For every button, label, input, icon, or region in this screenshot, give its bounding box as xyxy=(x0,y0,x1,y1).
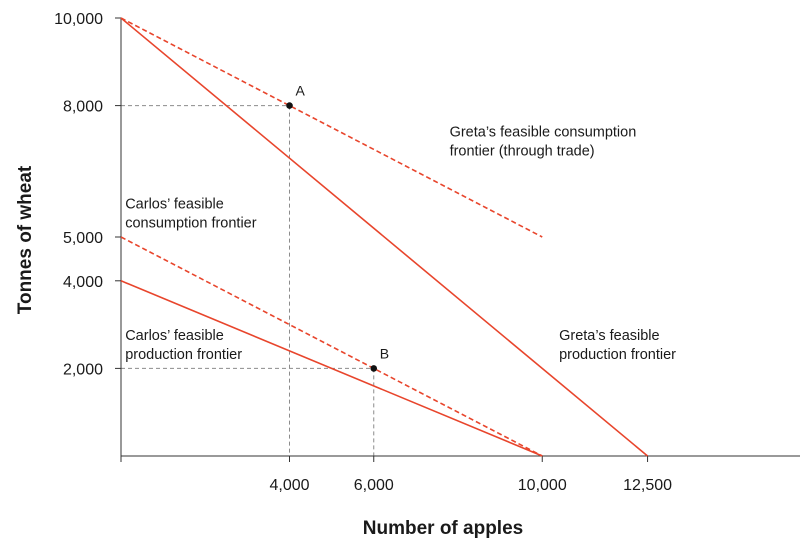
x-tick-label: 10,000 xyxy=(518,477,567,494)
y-tick-label: 4,000 xyxy=(63,274,103,291)
series-lines xyxy=(120,17,649,457)
x-tick-label: 12,500 xyxy=(623,477,672,494)
annotation-greta-production: Greta’s feasible production frontier xyxy=(559,328,676,363)
series-line-greta-consumption xyxy=(120,17,543,238)
annotation-line: production frontier xyxy=(559,347,676,363)
annotations: Greta’s feasible consumption frontier (th… xyxy=(125,124,676,363)
annotation-carlos-production: Carlos’ feasible production frontier xyxy=(125,328,242,363)
annotation-carlos-consumption: Carlos’ feasible consumption frontier xyxy=(125,197,257,232)
annotation-line: Carlos’ feasible xyxy=(125,328,224,344)
annotation-line: consumption frontier xyxy=(125,216,257,232)
annotation-line: production frontier xyxy=(125,347,242,363)
point-label-b: B xyxy=(380,345,389,361)
axes: 2,000 4,000 5,000 8,000 10,000 4,000 6,000 10,0… xyxy=(54,11,800,494)
y-tick-label: 10,000 xyxy=(54,11,103,28)
x-axis-title: Number of apples xyxy=(363,518,523,539)
series-line-carlos-production xyxy=(120,280,543,457)
series-line-carlos-consumption xyxy=(120,236,543,457)
y-tick-label: 2,000 xyxy=(63,361,103,378)
annotation-greta-consumption: Greta’s feasible consumption frontier (th… xyxy=(450,124,637,159)
guide-lines xyxy=(121,105,375,456)
annotation-line: Greta’s feasible xyxy=(559,328,659,344)
y-tick-label: 8,000 xyxy=(63,99,103,116)
annotation-line: Carlos’ feasible xyxy=(125,197,224,213)
labeled-points: AB xyxy=(286,83,389,372)
point-a xyxy=(286,102,293,109)
x-tick-label: 6,000 xyxy=(354,477,394,494)
y-axis-title: Tonnes of wheat xyxy=(15,165,36,314)
point-b xyxy=(370,365,378,372)
point-label-a: A xyxy=(296,83,306,99)
series-line-greta-production xyxy=(120,17,649,457)
x-tick-label: 4,000 xyxy=(269,477,309,494)
annotation-line: frontier (through trade) xyxy=(450,143,595,159)
annotation-line: Greta’s feasible consumption xyxy=(450,124,637,140)
y-tick-label: 5,000 xyxy=(63,230,103,247)
